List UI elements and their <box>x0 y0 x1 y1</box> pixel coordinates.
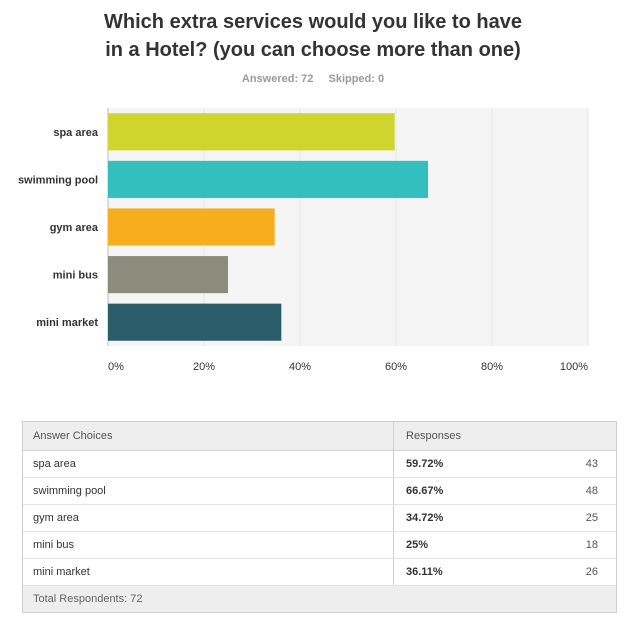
bar <box>108 160 429 198</box>
category-label: mini bus <box>53 270 98 282</box>
category-label: gym area <box>50 222 99 234</box>
row-choice: mini market <box>23 559 394 585</box>
x-tick-label: 0% <box>108 361 124 373</box>
bar-chart: 0% 20% 40% 60% 80% 100% spa area swimming pool g… <box>18 108 589 373</box>
row-percent: 25% <box>406 539 429 551</box>
category-label: swimming pool <box>18 174 98 186</box>
chart-title: Which extra services would you like to h… <box>0 8 626 64</box>
table-header: Answer Choices Responses <box>23 422 616 451</box>
category-label: mini market <box>36 317 98 329</box>
row-count: 43 <box>585 458 598 470</box>
row-count: 48 <box>585 485 598 497</box>
row-percent: 59.72% <box>406 458 444 470</box>
response-stats: Answered: 72 Skipped: 0 <box>0 73 626 85</box>
bar <box>108 256 228 294</box>
x-tick-label: 80% <box>481 361 503 373</box>
header-answer-choices: Answer Choices <box>23 422 394 450</box>
title-line-2: in a Hotel? (you can choose more than on… <box>105 39 521 61</box>
title-line-1: Which extra services would you like to h… <box>104 11 522 33</box>
skipped-count: Skipped: 0 <box>328 73 385 85</box>
table-row: gym area 34.72% 25 <box>23 505 616 532</box>
x-tick-label: 20% <box>193 361 215 373</box>
row-choice: spa area <box>23 451 394 477</box>
total-respondents: Total Respondents: 72 <box>23 586 616 612</box>
table-row: mini bus 25% 18 <box>23 532 616 559</box>
row-count: 18 <box>585 539 598 551</box>
row-choice: gym area <box>23 505 394 531</box>
header-responses: Responses <box>406 430 462 442</box>
x-tick-label: 60% <box>385 361 407 373</box>
table-row: swimming pool 66.67% 48 <box>23 478 616 505</box>
row-percent: 36.11% <box>406 566 443 578</box>
x-tick-label: 100% <box>560 361 588 373</box>
x-tick-label: 40% <box>289 361 311 373</box>
row-percent: 66.67% <box>406 485 444 497</box>
answered-count: Answered: 72 <box>241 73 314 85</box>
bar <box>108 113 395 151</box>
row-count: 25 <box>585 512 598 524</box>
row-choice: swimming pool <box>23 478 394 504</box>
responses-table: Answer Choices Responses spa area 59.72%… <box>22 421 617 613</box>
category-label: spa area <box>53 127 99 139</box>
table-row: mini market 36.11% 26 <box>23 559 616 586</box>
bar <box>108 303 282 341</box>
row-count: 26 <box>585 566 598 578</box>
row-percent: 34.72% <box>406 512 444 524</box>
bar <box>108 208 275 246</box>
row-choice: mini bus <box>23 532 394 558</box>
table-row: spa area 59.72% 43 <box>23 451 616 478</box>
